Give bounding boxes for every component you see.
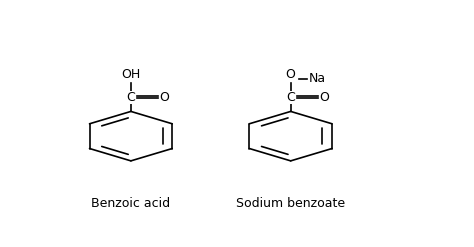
Text: OH: OH: [121, 68, 140, 81]
Text: C: C: [127, 91, 135, 104]
Text: O: O: [286, 68, 296, 81]
Text: O: O: [319, 91, 328, 104]
Text: Na: Na: [309, 72, 326, 85]
Text: O: O: [159, 91, 169, 104]
Text: Sodium benzoate: Sodium benzoate: [236, 197, 345, 210]
Text: Benzoic acid: Benzoic acid: [91, 197, 171, 210]
Text: C: C: [286, 91, 295, 104]
